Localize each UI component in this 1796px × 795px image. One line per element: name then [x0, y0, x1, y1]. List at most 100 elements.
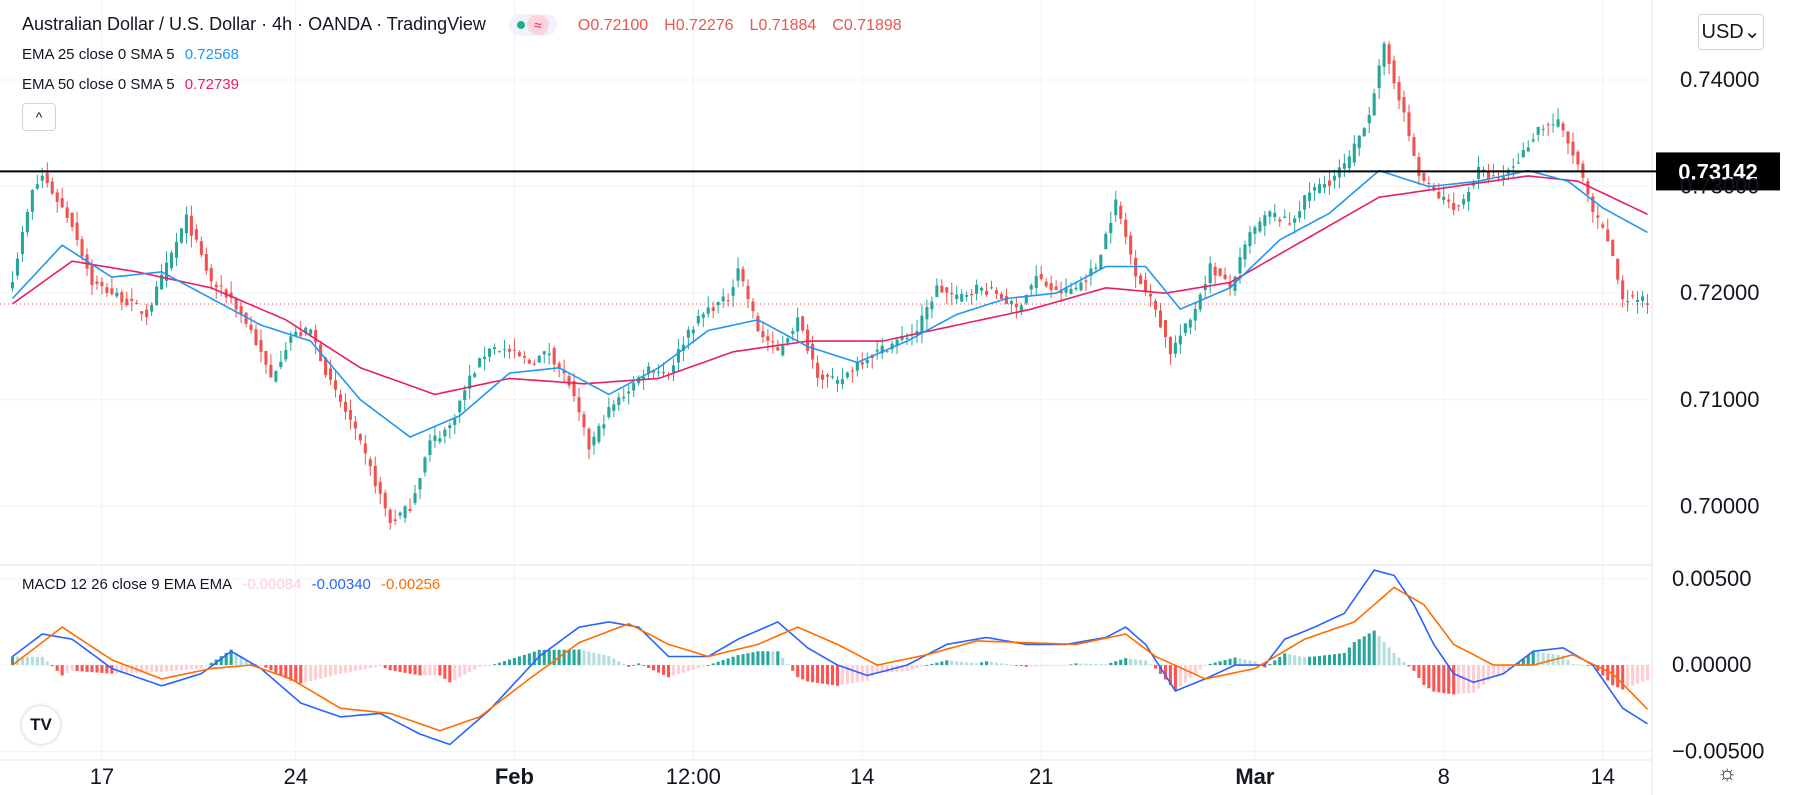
candle-body: [338, 394, 343, 402]
candle-body: [627, 391, 631, 394]
macd-hist-bar: [905, 665, 909, 672]
candle-body: [50, 181, 54, 194]
macd-hist-bar: [488, 665, 492, 666]
candle-body: [1347, 156, 1351, 169]
candle-body: [935, 285, 939, 298]
candle-body: [55, 192, 59, 202]
ema25-legend[interactable]: EMA 25 close 0 SMA 5 0.72568: [22, 46, 245, 63]
macd-hist-bar: [885, 665, 889, 673]
macd-hist-value: -0.00084: [242, 576, 302, 593]
macd-hist-bar: [160, 665, 164, 672]
macd-hist-bar: [1402, 661, 1406, 666]
candle-body: [945, 287, 949, 293]
candle-body: [1298, 211, 1302, 218]
tradingview-logo[interactable]: TV: [22, 706, 60, 744]
candle-body: [1283, 216, 1287, 218]
macd-hist-bar: [1059, 665, 1063, 666]
candle-body: [806, 329, 810, 351]
candle-body: [880, 345, 884, 354]
macd-hist-bar: [338, 665, 343, 674]
macd-hist-bar: [1029, 665, 1033, 667]
macd-hist-bar: [1208, 663, 1212, 666]
macd-hist-bar: [224, 652, 228, 666]
candle-body: [453, 418, 457, 425]
candle-body: [756, 315, 760, 332]
macd-hist-bar: [701, 665, 705, 667]
macd-hist-bar: [1074, 663, 1078, 666]
candle-body: [1079, 282, 1083, 291]
candle-body: [284, 349, 288, 360]
macd-hist-bar: [751, 652, 755, 666]
candle-body: [1402, 96, 1406, 113]
macd-hist-bar: [1447, 665, 1451, 694]
macd-hist-bar: [194, 665, 198, 669]
macd-hist-bar: [110, 665, 114, 674]
macd-hist-bar: [1571, 663, 1575, 666]
macd-hist-bar: [825, 665, 830, 685]
candle-body: [1004, 296, 1008, 304]
macd-hist-bar: [532, 651, 536, 666]
candle-body: [1273, 212, 1277, 217]
candle-body: [622, 396, 626, 399]
macd-hist-bar: [150, 665, 154, 673]
macd-hist-bar: [393, 665, 397, 672]
currency-button[interactable]: USD⌄: [1698, 14, 1764, 50]
collapse-legend-button[interactable]: ^: [22, 103, 56, 131]
candle-body: [294, 331, 298, 337]
candle-body: [1541, 128, 1545, 130]
macd-legend[interactable]: MACD 12 26 close 9 EMA EMA -0.00084 -0.0…: [22, 576, 446, 593]
macd-hist-bar: [786, 664, 790, 666]
macd-hist-bar: [493, 664, 497, 666]
settings-icon[interactable]: ☼: [1717, 760, 1738, 785]
candle-body: [393, 519, 397, 521]
candle-body: [1536, 127, 1540, 135]
candle-body: [1352, 143, 1356, 163]
candle-body: [45, 172, 49, 184]
candle-body: [657, 371, 661, 373]
candle-body: [1521, 150, 1525, 158]
macd-hist-bar: [835, 665, 839, 686]
macd-hist-bar: [1139, 659, 1143, 666]
candle-body: [254, 329, 258, 346]
macd-hist-bar: [1566, 659, 1570, 666]
ema25-label: EMA 25 close 0 SMA 5: [22, 46, 175, 63]
macd-hist-bar: [980, 662, 984, 666]
macd-hist-bar: [1541, 652, 1545, 666]
candle-body: [1566, 131, 1570, 144]
candle-body: [1342, 163, 1346, 169]
macd-hist-bar: [468, 665, 472, 672]
macd-hist-bar: [567, 649, 571, 666]
candle-body: [1188, 319, 1192, 328]
candle-body: [597, 425, 601, 442]
macd-hist-bar: [274, 665, 278, 673]
candle-body: [612, 404, 616, 411]
candle-body: [408, 508, 412, 511]
candle-body: [701, 314, 705, 318]
macd-hist-bar: [686, 665, 690, 672]
candle-body: [652, 370, 656, 373]
candle-body: [686, 329, 690, 338]
ema50-legend[interactable]: EMA 50 close 0 SMA 5 0.72739: [22, 76, 245, 93]
candle-body: [378, 482, 382, 494]
candle-body: [920, 315, 924, 333]
candle-body: [1611, 239, 1615, 256]
macd-hist-bar: [1298, 656, 1302, 666]
macd-hist-bar: [880, 665, 884, 673]
macd-hist-bar: [716, 661, 720, 666]
macd-hist-bar: [1238, 658, 1242, 666]
candle-body: [264, 351, 268, 365]
candle-body: [681, 344, 685, 351]
candle-body: [895, 339, 899, 346]
macd-hist-bar: [95, 665, 99, 673]
candle-body: [716, 301, 720, 306]
candle-body: [1432, 186, 1436, 191]
macd-hist-bar: [100, 665, 104, 673]
macd-hist-bar: [1084, 663, 1088, 666]
candle-body: [368, 459, 372, 467]
macd-hist-bar: [1129, 658, 1133, 666]
candle-body: [155, 286, 159, 306]
market-status-pill[interactable]: ≈: [508, 14, 557, 37]
candle-body: [418, 478, 422, 490]
price-tick-label: 0.73000: [1680, 174, 1760, 199]
